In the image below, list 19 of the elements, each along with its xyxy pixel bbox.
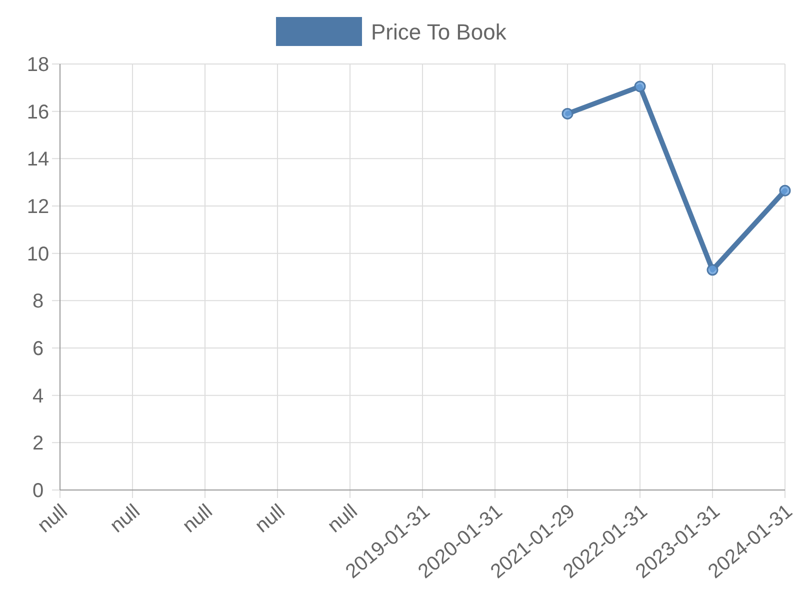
y-tick-label: 6: [32, 338, 44, 360]
y-tick-label: 18: [26, 54, 50, 76]
y-tick-label: 0: [32, 480, 44, 502]
y-tick-label: 10: [26, 243, 50, 266]
x-tick-label: null: [178, 500, 217, 538]
y-tick-label: 16: [26, 101, 50, 124]
point: [634, 80, 646, 92]
y-tick-label: 2: [32, 432, 44, 455]
point: [706, 264, 718, 276]
x-tick-label: null: [106, 500, 144, 538]
y-tick-label: 4: [32, 385, 44, 408]
y-tick-label: 12: [26, 196, 50, 218]
x-tick-label: null: [34, 500, 72, 538]
point: [562, 108, 574, 120]
point: [779, 184, 791, 196]
y-tick-label: 8: [32, 290, 44, 313]
y-tick-label: 14: [26, 148, 50, 171]
legend-label: Price To Book: [371, 20, 508, 45]
x-tick-label: null: [251, 500, 290, 538]
